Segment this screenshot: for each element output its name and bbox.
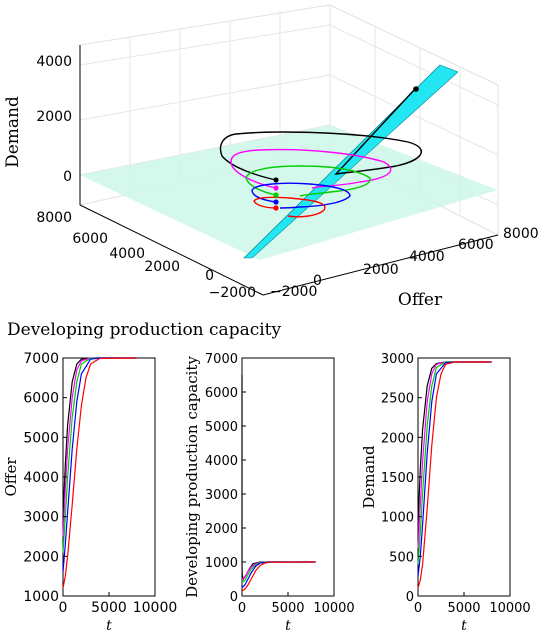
trajectory-blue xyxy=(251,182,351,209)
y-tick-label: 7000 xyxy=(23,351,59,367)
x-axis-label: t xyxy=(285,618,291,634)
equilibrium-plane xyxy=(80,125,498,260)
y-tick-label: 5000 xyxy=(23,430,59,446)
trajectory-red xyxy=(253,196,326,218)
start-point-magenta xyxy=(273,185,279,191)
x-axis-label: t xyxy=(106,618,112,634)
series-line xyxy=(417,361,492,589)
y-axis-label: Offer xyxy=(2,457,20,497)
trajectories-3d xyxy=(219,88,422,218)
y-tick-label: 0 xyxy=(230,590,238,605)
series-line xyxy=(62,357,137,589)
trajectory-magenta xyxy=(230,148,392,189)
x-tick-label: 0 xyxy=(59,600,68,616)
z-tick-labels: 0 2000 4000 xyxy=(36,54,72,185)
z-axis-label: Demand xyxy=(3,96,23,168)
start-point-blue xyxy=(273,199,279,205)
x-tick-label: 0 xyxy=(414,601,422,616)
offer-tick-label: 4000 xyxy=(409,249,445,265)
y-tick-label: 4000 xyxy=(205,454,238,469)
z-tick-label: 0 xyxy=(63,169,72,185)
y-tick-label: 2000 xyxy=(205,522,238,537)
start-point-red xyxy=(273,205,279,211)
offer-tick-label: −2000 xyxy=(270,284,317,300)
y-tick-label: 6000 xyxy=(23,391,59,407)
series-line xyxy=(62,357,137,573)
y-tick-label: 5000 xyxy=(205,420,238,435)
demand-plot: 0 500 1000 1500 2000 2500 3000 0 5000 10000 t Deman… xyxy=(360,352,531,634)
y-tick-label: 3000 xyxy=(23,510,59,526)
offer-tick-label: 6000 xyxy=(458,237,494,253)
x-tick-label: 5000 xyxy=(271,601,304,616)
y-tick-label: 4000 xyxy=(23,470,59,486)
depth-tick-label: 8000 xyxy=(36,210,72,226)
depth-tick-labels: 8000 6000 4000 2000 0 −2000 xyxy=(36,210,256,301)
y-tick-label: 1000 xyxy=(205,556,238,571)
series-line xyxy=(241,561,316,592)
trajectory-green xyxy=(245,165,371,197)
plot-area xyxy=(241,357,335,597)
y-tick-label: 3000 xyxy=(205,488,238,503)
y-tick-label: 2500 xyxy=(381,392,414,407)
x-tick-label: 10000 xyxy=(489,601,530,616)
start-point-green xyxy=(273,192,279,198)
offer-tick-label: 2000 xyxy=(363,262,399,278)
end-point xyxy=(413,86,419,92)
offer-tick-labels: −2000 0 2000 4000 6000 8000 xyxy=(270,226,539,300)
y-tick-label: 1500 xyxy=(381,471,414,486)
offer-tick-label: 0 xyxy=(313,273,322,289)
y-tick-label: 2000 xyxy=(381,431,414,446)
x-tick-label: 0 xyxy=(238,601,246,616)
depth-tick-label: 6000 xyxy=(72,231,108,247)
y-axis-label: Developing production capacity xyxy=(183,356,201,598)
capacity-plot: 0 1000 2000 3000 4000 5000 6000 7000 0 5000 10000 t… xyxy=(183,352,355,634)
start-points xyxy=(273,86,419,211)
z-tick-label: 2000 xyxy=(36,109,72,125)
y-tick-label: 500 xyxy=(389,550,414,565)
depth-tick-label: 2000 xyxy=(144,259,180,275)
plot-area xyxy=(62,357,156,597)
x-tick-label: 5000 xyxy=(91,600,127,616)
y-tick-label: 6000 xyxy=(205,386,238,401)
y-tick-label: 1000 xyxy=(23,589,59,605)
trajectory-black xyxy=(219,88,422,181)
z-tick-label: 4000 xyxy=(36,54,72,70)
offer-tick-label: 8000 xyxy=(503,226,539,242)
depth-tick-label: 4000 xyxy=(109,246,145,262)
offer-plot: 1000 2000 3000 4000 5000 6000 7000 0 5000 10000 t O… xyxy=(2,351,177,634)
plot3d: 0 2000 4000 8000 6000 4000 2000 0 −2000 … xyxy=(3,4,539,310)
x-tick-label: 10000 xyxy=(133,600,178,616)
y-tick-label: 1000 xyxy=(381,511,414,526)
y-tick-label: 0 xyxy=(406,590,414,605)
y-tick-label: 2000 xyxy=(23,549,59,565)
x-axis-label: Offer xyxy=(398,290,443,310)
y-tick-label: 3000 xyxy=(381,352,414,367)
plot-area xyxy=(417,357,511,597)
x-tick-label: 10000 xyxy=(313,601,354,616)
y-axis-label: Demand xyxy=(360,445,378,509)
depth-tick-label: 0 xyxy=(205,268,214,284)
x-axis-label: t xyxy=(461,618,467,634)
depth-tick-label: −2000 xyxy=(209,285,256,301)
section-title: Developing production capacity xyxy=(7,320,281,340)
start-point-black xyxy=(273,177,279,183)
y-tick-label: 7000 xyxy=(205,352,238,367)
x-tick-label: 5000 xyxy=(447,601,480,616)
axes-3d xyxy=(79,45,499,296)
